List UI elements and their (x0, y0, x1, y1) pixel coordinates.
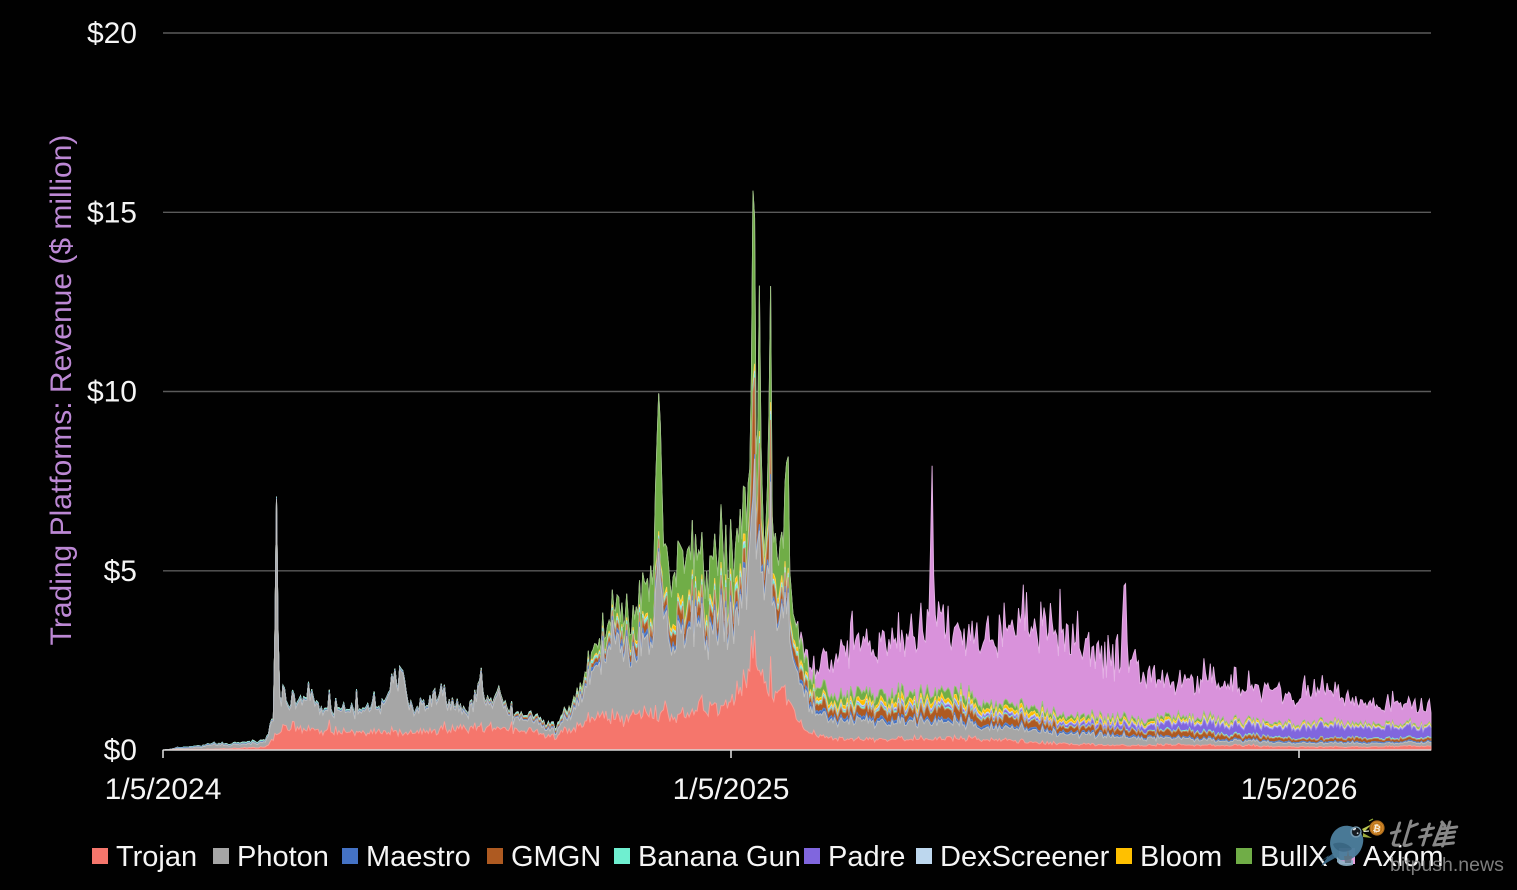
svg-text:Bloom: Bloom (1140, 841, 1222, 873)
svg-text:$0: $0 (104, 734, 137, 767)
svg-text:$15: $15 (87, 196, 137, 229)
svg-text:DexScreener: DexScreener (940, 841, 1110, 873)
svg-text:Photon: Photon (237, 841, 329, 873)
svg-text:BullX: BullX (1260, 841, 1328, 873)
svg-text:GMGN: GMGN (511, 841, 601, 873)
svg-text:Banana Gun: Banana Gun (638, 841, 801, 873)
svg-text:bitpush.news: bitpush.news (1390, 854, 1504, 876)
svg-text:1/5/2024: 1/5/2024 (105, 773, 222, 806)
svg-text:1/5/2026: 1/5/2026 (1241, 773, 1358, 806)
svg-text:$20: $20 (87, 17, 137, 50)
svg-text:$5: $5 (104, 555, 137, 588)
svg-text:₿: ₿ (1372, 823, 1382, 835)
svg-text:Trojan: Trojan (116, 841, 197, 873)
svg-text:Padre: Padre (828, 841, 905, 873)
svg-text:1/5/2025: 1/5/2025 (673, 773, 790, 806)
svg-text:Trading Platforms: Revenue ($: Trading Platforms: Revenue ($ million) (45, 135, 78, 646)
svg-text:Maestro: Maestro (366, 841, 471, 873)
svg-text:$10: $10 (87, 376, 137, 409)
